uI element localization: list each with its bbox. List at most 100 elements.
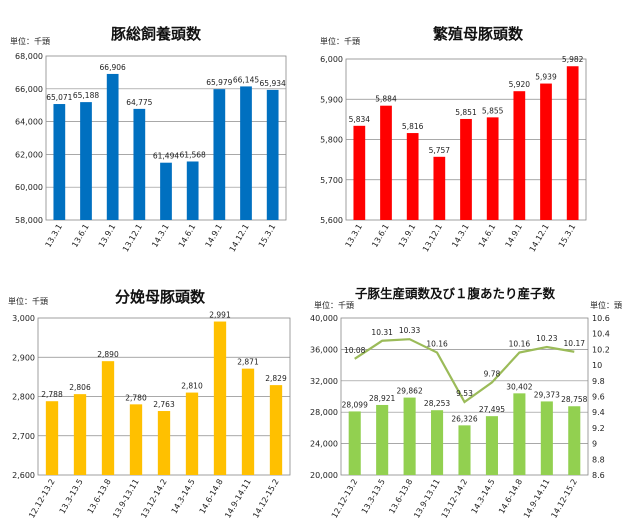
bar bbox=[133, 108, 146, 220]
x-tick-label: 14.6-14.8 bbox=[198, 478, 225, 516]
chart-breeding-sows: 繁殖母豚頭数 単位：千頭 5,6005,7005,8005,9006,0005,… bbox=[320, 25, 587, 254]
y-tick-label: 66,000 bbox=[15, 85, 43, 94]
x-tick-label: 14.3.1 bbox=[150, 223, 171, 250]
bar bbox=[353, 125, 366, 220]
chart-title: 分娩母豚頭数 bbox=[115, 288, 206, 306]
bar bbox=[568, 406, 581, 475]
x-tick-label: 13.9.1 bbox=[397, 223, 418, 250]
x-tick-label: 13.9.1 bbox=[97, 223, 118, 250]
bar bbox=[513, 393, 526, 475]
x-tick-label: 13.6.1 bbox=[70, 223, 91, 250]
x-tick-label: 14.6-14.8 bbox=[497, 478, 524, 516]
y2-tick-label: 9.2 bbox=[592, 424, 605, 433]
bar-data-label: 28,253 bbox=[424, 399, 450, 408]
bar-data-label: 27,495 bbox=[479, 405, 505, 414]
bar-data-label: 29,862 bbox=[396, 387, 422, 396]
x-tick-label: 13.9-13.11 bbox=[111, 478, 141, 520]
y-tick-label: 2,700 bbox=[12, 432, 35, 441]
unit-label: 単位：千頭 bbox=[10, 36, 50, 46]
bar bbox=[73, 394, 87, 475]
data-label: 5,834 bbox=[349, 115, 371, 124]
x-tick-label: 13.12-14.2 bbox=[139, 478, 169, 520]
x-tick-label: 14.9-14.11 bbox=[522, 478, 552, 520]
plot-area: 58,000 60,000 62,000 64,000 66,000 68,000 65,0… bbox=[15, 52, 287, 254]
x-tick-label: 14.9.1 bbox=[504, 223, 525, 250]
x-tick-label: 13.3-13.5 bbox=[58, 478, 85, 516]
bar bbox=[186, 161, 199, 220]
y-tick-label: 40,000 bbox=[310, 314, 338, 323]
x-tick-label: 14.12.1 bbox=[228, 223, 251, 254]
x-tick-label: 15.3.1 bbox=[557, 223, 578, 250]
bar bbox=[348, 411, 361, 475]
data-label: 66,145 bbox=[233, 75, 259, 84]
data-label: 5,855 bbox=[482, 106, 504, 115]
y-tick-label: 2,900 bbox=[12, 353, 35, 362]
x-tick-label: 14.6.1 bbox=[477, 222, 498, 249]
data-label: 5,757 bbox=[429, 146, 451, 155]
x-tick-label: 13.12.1 bbox=[121, 223, 144, 254]
bar bbox=[406, 133, 419, 220]
bar bbox=[101, 361, 115, 475]
bar bbox=[376, 404, 389, 475]
x-tick-label: 14.9.1 bbox=[204, 223, 225, 250]
y2-tick-label: 10.6 bbox=[592, 314, 610, 323]
x-tick-label: 14.9-14.11 bbox=[223, 478, 253, 520]
y-tick-label: 5,800 bbox=[320, 136, 343, 145]
bar-data-label: 28,921 bbox=[369, 394, 395, 403]
plot-area: 5,600 5,700 5,800 5,900 6,000 5,834 13.3.1 5,88… bbox=[320, 55, 587, 254]
x-tick-label: 13.9-13.11 bbox=[412, 478, 442, 520]
data-label: 5,816 bbox=[402, 122, 424, 131]
y2-tick-label: 8.6 bbox=[592, 471, 605, 480]
bar-data-label: 26,326 bbox=[451, 414, 477, 423]
unit-label-right: 単位：頭 bbox=[590, 300, 622, 310]
data-label: 5,920 bbox=[509, 80, 531, 89]
x-tick-label: 14.12.1 bbox=[528, 223, 551, 254]
y2-tick-label: 9.6 bbox=[592, 393, 605, 402]
bar bbox=[160, 162, 172, 220]
data-label: 5,939 bbox=[535, 73, 557, 82]
y-tick-label: 5,900 bbox=[320, 95, 343, 104]
y2-tick-label: 10 bbox=[592, 361, 602, 370]
bar bbox=[485, 416, 498, 475]
data-label: 5,884 bbox=[375, 95, 397, 104]
line-data-label: 10.33 bbox=[399, 326, 421, 335]
y-tick-label: 6,000 bbox=[320, 55, 343, 64]
x-tick-label: 12.12-13.2 bbox=[27, 478, 57, 520]
bar bbox=[266, 89, 279, 220]
data-label: 2,810 bbox=[181, 382, 203, 391]
line-data-label: 9.78 bbox=[484, 369, 501, 378]
bar bbox=[433, 156, 446, 220]
chart-title: 豚総飼養頭数 bbox=[111, 25, 202, 43]
data-label: 65,188 bbox=[73, 91, 99, 100]
bar bbox=[240, 86, 252, 220]
data-label: 65,934 bbox=[260, 79, 286, 88]
x-tick-label: 14.12-15.2 bbox=[549, 478, 579, 520]
line-data-label: 9.53 bbox=[456, 389, 473, 398]
x-tick-label: 14.3-14.5 bbox=[170, 478, 197, 516]
x-tick-label: 14.3.1 bbox=[450, 223, 471, 250]
y-tick-label: 2,600 bbox=[12, 471, 35, 480]
y-tick-label: 68,000 bbox=[15, 52, 43, 61]
bar-data-label: 30,402 bbox=[506, 382, 532, 391]
data-label: 61,568 bbox=[180, 150, 206, 159]
unit-label: 単位：千頭 bbox=[8, 296, 48, 306]
y-tick-label: 60,000 bbox=[15, 183, 43, 192]
bar bbox=[53, 104, 66, 220]
y2-tick-label: 10.4 bbox=[592, 330, 610, 339]
line-data-label: 10.17 bbox=[564, 339, 586, 348]
bar bbox=[403, 397, 416, 475]
line-data-label: 10.16 bbox=[509, 340, 531, 349]
line-data-label: 10.16 bbox=[426, 340, 448, 349]
bar bbox=[269, 385, 283, 475]
bar bbox=[185, 392, 199, 475]
bar bbox=[460, 118, 472, 220]
y-tick-label: 36,000 bbox=[310, 345, 338, 354]
y-tick-label: 32,000 bbox=[310, 377, 338, 386]
x-tick-label: 13.6-13.8 bbox=[86, 478, 113, 516]
chart-piglet-production: 子豚生産頭数及び１腹あたり産子数 単位：千頭 単位：頭 20,000 24,000… bbox=[310, 286, 622, 520]
data-label: 65,979 bbox=[206, 78, 232, 87]
y-tick-label: 64,000 bbox=[15, 118, 43, 127]
bar bbox=[213, 89, 226, 220]
bar-data-label: 29,373 bbox=[534, 390, 560, 399]
